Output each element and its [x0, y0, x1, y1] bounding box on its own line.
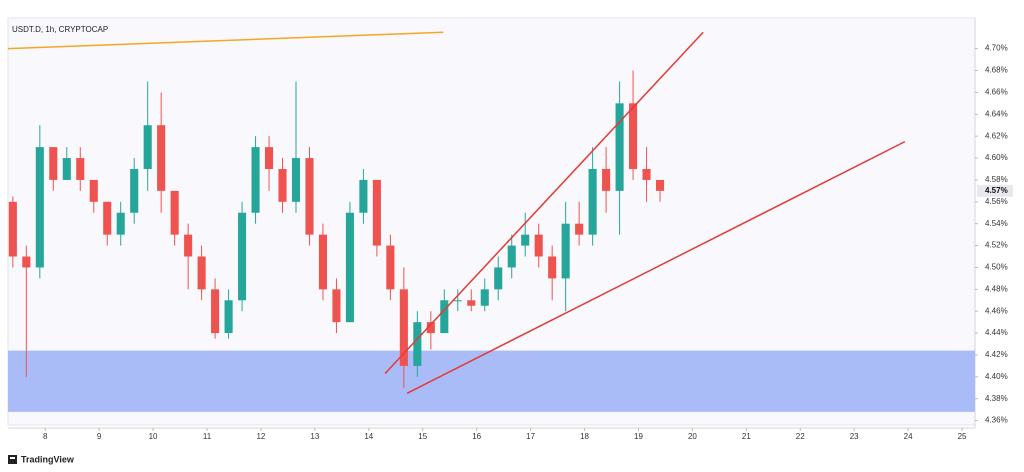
y-tick-label: 4.68% — [985, 66, 1008, 75]
candle-body — [413, 322, 422, 366]
candle-body — [507, 245, 516, 268]
y-tick-label: 4.66% — [985, 88, 1008, 97]
candle-body — [264, 147, 274, 169]
candle-body — [521, 234, 530, 246]
candle-body — [588, 168, 597, 235]
footer-brand: TradingView — [21, 454, 75, 464]
candle-body — [224, 300, 233, 334]
candle-body — [655, 179, 665, 191]
candle-body — [575, 223, 584, 235]
candle-body — [251, 147, 260, 213]
candle-body — [143, 125, 152, 169]
y-tick-label: 4.64% — [985, 109, 1008, 118]
candle-body — [386, 245, 395, 290]
y-tick-label: 4.58% — [985, 175, 1008, 184]
candle-body — [332, 289, 341, 323]
x-tick-label: 10 — [149, 432, 158, 441]
candle-body — [494, 267, 503, 290]
candle-body — [291, 158, 301, 202]
y-tick-label: 4.62% — [985, 131, 1008, 140]
candle-body — [305, 158, 314, 235]
x-tick-label: 8 — [43, 432, 48, 441]
y-tick-label: 4.50% — [985, 263, 1008, 272]
candle-body — [49, 147, 58, 180]
candle-body — [116, 212, 125, 235]
last-price-label: 4.57% — [985, 186, 1008, 195]
candle-body — [197, 256, 206, 290]
candle-body — [103, 201, 112, 235]
x-tick-label: 25 — [958, 432, 967, 441]
candle-body — [157, 125, 166, 191]
y-tick-label: 4.42% — [985, 350, 1008, 359]
candle-body — [372, 179, 381, 246]
x-tick-label: 23 — [850, 432, 859, 441]
candle-body — [62, 158, 71, 180]
last-price-box — [977, 184, 1013, 197]
x-tick-label: 24 — [904, 432, 913, 441]
x-tick-label: 21 — [742, 432, 751, 441]
y-tick-label: 4.36% — [985, 416, 1008, 425]
candle-body — [238, 212, 247, 301]
trend-line — [8, 31, 444, 50]
x-tick-label: 15 — [418, 432, 427, 441]
candle-body — [548, 256, 557, 279]
candle-body — [278, 168, 287, 202]
y-tick-label: 4.56% — [985, 197, 1008, 206]
candle-body — [440, 300, 449, 334]
candle-body — [130, 168, 139, 213]
candle-body — [76, 158, 85, 180]
y-tick-label: 4.60% — [985, 153, 1008, 162]
candle-body — [89, 179, 98, 202]
candle-body — [426, 322, 435, 334]
trend-line — [384, 31, 704, 375]
candle-body — [318, 234, 328, 290]
candle-body — [480, 289, 489, 306]
x-tick-label: 9 — [97, 432, 102, 441]
candle-body — [534, 234, 543, 257]
x-tick-label: 11 — [203, 432, 212, 441]
x-tick-label: 20 — [688, 432, 697, 441]
candle-body — [35, 147, 44, 268]
plot — [8, 31, 975, 412]
y-tick-label: 4.52% — [985, 241, 1008, 250]
x-tick-label: 18 — [580, 432, 589, 441]
x-tick-label: 22 — [796, 432, 805, 441]
candle-body — [359, 179, 368, 213]
footer-logo — [8, 455, 17, 464]
candle-body — [561, 223, 570, 279]
candle-body — [629, 103, 638, 169]
candle-body — [602, 168, 611, 191]
y-tick-label: 4.46% — [985, 306, 1008, 315]
candle-body — [184, 234, 193, 257]
candle-body — [615, 103, 624, 191]
y-tick-label: 4.48% — [985, 284, 1008, 293]
candle-body — [8, 201, 17, 257]
candle-body — [211, 289, 220, 334]
x-tick-label: 17 — [526, 432, 535, 441]
candle-body — [170, 190, 179, 235]
x-tick-label: 13 — [310, 432, 319, 441]
candle-body — [22, 256, 31, 268]
y-tick-label: 4.38% — [985, 394, 1008, 403]
y-tick-label: 4.44% — [985, 328, 1008, 337]
candle-body — [467, 300, 476, 306]
candle-body — [642, 168, 651, 180]
candle-body — [399, 289, 408, 366]
candle-body — [453, 300, 462, 302]
y-tick-label: 4.40% — [985, 372, 1008, 381]
chart-title: USDT.D, 1h, CRYPTOCAP — [12, 25, 108, 34]
trend-line — [406, 140, 906, 394]
y-tick-label: 4.54% — [985, 219, 1008, 228]
support-zone — [8, 350, 975, 412]
x-tick-label: 19 — [634, 432, 643, 441]
x-tick-label: 16 — [472, 432, 481, 441]
candle-body — [345, 212, 354, 323]
x-tick-label: 12 — [256, 432, 265, 441]
y-tick-label: 4.70% — [985, 44, 1008, 53]
x-tick-label: 14 — [364, 432, 373, 441]
